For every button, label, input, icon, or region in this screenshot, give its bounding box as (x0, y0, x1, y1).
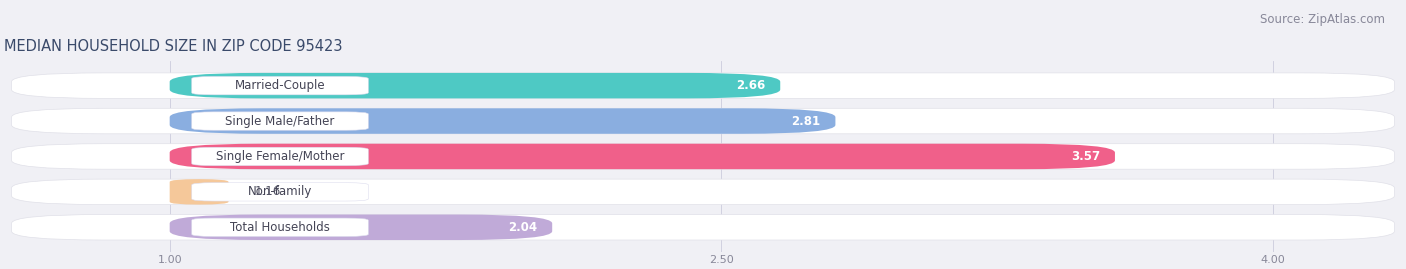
Text: 1.16: 1.16 (254, 185, 281, 198)
Text: 2.66: 2.66 (737, 79, 765, 92)
Text: 2.81: 2.81 (792, 115, 821, 128)
Text: Non-family: Non-family (247, 185, 312, 198)
FancyBboxPatch shape (191, 76, 368, 95)
FancyBboxPatch shape (170, 214, 553, 240)
Text: Total Households: Total Households (231, 221, 330, 234)
FancyBboxPatch shape (170, 144, 1115, 169)
Text: Single Male/Father: Single Male/Father (225, 115, 335, 128)
FancyBboxPatch shape (191, 147, 368, 166)
FancyBboxPatch shape (11, 179, 1395, 205)
FancyBboxPatch shape (191, 183, 368, 201)
FancyBboxPatch shape (170, 179, 229, 205)
FancyBboxPatch shape (191, 218, 368, 236)
Text: Single Female/Mother: Single Female/Mother (215, 150, 344, 163)
Text: 3.57: 3.57 (1071, 150, 1101, 163)
FancyBboxPatch shape (11, 108, 1395, 134)
FancyBboxPatch shape (170, 108, 835, 134)
Text: Married-Couple: Married-Couple (235, 79, 325, 92)
Text: MEDIAN HOUSEHOLD SIZE IN ZIP CODE 95423: MEDIAN HOUSEHOLD SIZE IN ZIP CODE 95423 (4, 39, 343, 54)
Text: Source: ZipAtlas.com: Source: ZipAtlas.com (1260, 13, 1385, 26)
Text: 2.04: 2.04 (509, 221, 537, 234)
FancyBboxPatch shape (11, 73, 1395, 98)
FancyBboxPatch shape (11, 214, 1395, 240)
FancyBboxPatch shape (11, 144, 1395, 169)
FancyBboxPatch shape (170, 73, 780, 98)
FancyBboxPatch shape (191, 112, 368, 130)
